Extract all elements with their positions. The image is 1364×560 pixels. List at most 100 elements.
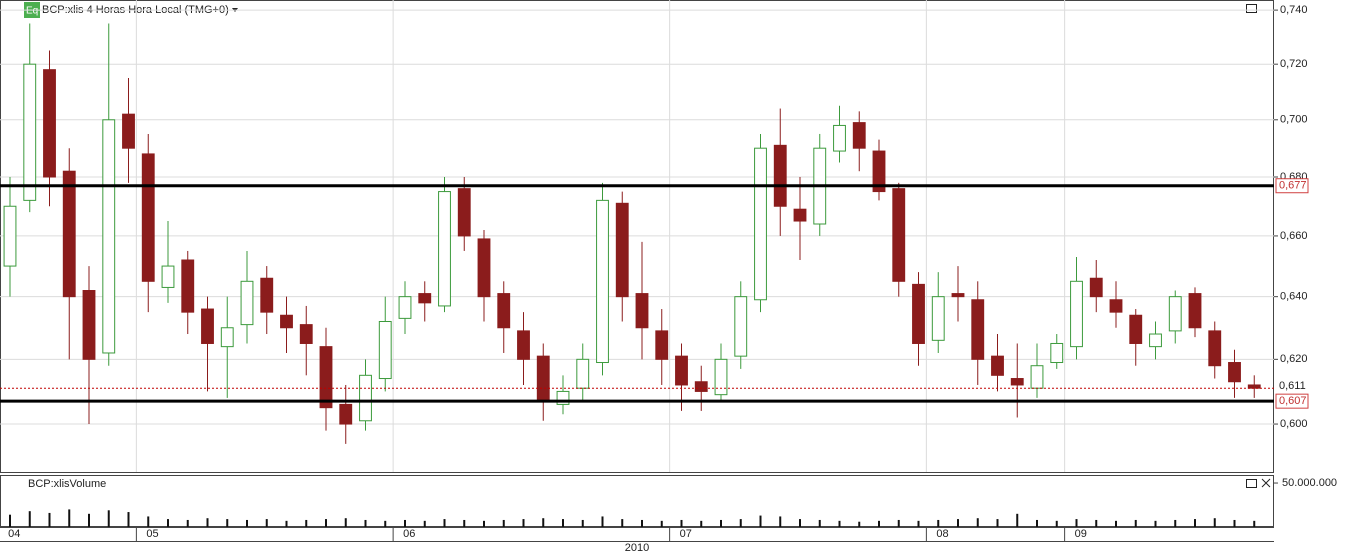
candle-body xyxy=(1010,378,1024,386)
volume-bar xyxy=(897,519,900,527)
volume-bar xyxy=(305,519,308,527)
candle-body xyxy=(892,188,906,282)
volume-title: BCP:xlisVolume xyxy=(28,478,106,490)
candle-body xyxy=(477,238,491,298)
candle-body xyxy=(1208,330,1222,367)
candle-body xyxy=(1188,293,1202,329)
volume-bar xyxy=(542,518,545,527)
x-tick-label: 04 xyxy=(8,528,20,540)
maximize-button[interactable] xyxy=(1246,4,1257,13)
volume-bar xyxy=(246,519,248,527)
candle-body xyxy=(3,205,17,267)
volume-bar xyxy=(285,520,288,527)
y-tick-label: 0,620 xyxy=(1280,353,1308,365)
volume-bar xyxy=(443,519,446,527)
candle-body xyxy=(280,314,293,329)
volume-bar xyxy=(1055,520,1058,527)
candle-body xyxy=(517,330,530,360)
candle-body xyxy=(931,296,945,341)
x-tick-label: 08 xyxy=(936,528,948,540)
candle-body xyxy=(991,355,1004,376)
candle-body xyxy=(734,296,748,357)
volume-bar xyxy=(1016,513,1019,527)
candle-body xyxy=(1149,333,1162,348)
x-tick-label: 06 xyxy=(403,528,415,540)
close-button[interactable] xyxy=(1261,478,1271,488)
volume-bar xyxy=(621,519,624,527)
volume-panel xyxy=(0,475,1274,527)
volume-bar xyxy=(957,519,959,527)
candle-body xyxy=(359,374,372,422)
candle-body xyxy=(438,191,451,307)
candle-body xyxy=(23,63,37,201)
candle-body xyxy=(1168,296,1182,332)
volume-bar xyxy=(167,519,169,527)
volume-bar xyxy=(1174,519,1177,527)
last-price-label: 0,611 xyxy=(1279,380,1306,392)
volume-bar xyxy=(878,520,880,527)
candle-body xyxy=(675,355,688,386)
candle-body xyxy=(694,381,708,392)
volume-bar xyxy=(641,519,643,527)
candle-body xyxy=(536,355,550,402)
maximize-button[interactable] xyxy=(1246,479,1257,488)
candle-body xyxy=(793,208,807,222)
volume-bar xyxy=(976,518,979,527)
volume-bar xyxy=(1036,519,1038,527)
y-tick-label: 0,720 xyxy=(1280,58,1308,70)
candle-body xyxy=(852,122,866,149)
badge-text: Eq xyxy=(26,6,38,17)
volume-bar xyxy=(28,511,31,527)
candle-body xyxy=(1228,362,1241,383)
candle-body xyxy=(971,299,985,360)
volume-bar xyxy=(502,519,505,527)
volume-bar xyxy=(1213,518,1216,527)
level-label-box xyxy=(1275,178,1309,194)
y-tick-label: 50.000.000 xyxy=(1282,477,1337,489)
volume-bar xyxy=(1253,520,1256,527)
volume-bar xyxy=(344,518,347,527)
volume-bar xyxy=(680,519,683,527)
volume-bar xyxy=(483,520,485,527)
candle-body xyxy=(912,283,925,344)
candle-body xyxy=(418,293,432,304)
volume-bar xyxy=(1075,519,1078,527)
volume-bar xyxy=(206,518,209,527)
candle-body xyxy=(714,358,728,396)
candle-body xyxy=(339,403,353,425)
volume-bar xyxy=(265,519,268,527)
level-label: 0,607 xyxy=(1279,395,1307,407)
candle-body xyxy=(655,330,669,360)
candle-body xyxy=(201,308,214,344)
volume-bar xyxy=(1115,520,1117,527)
candle-body xyxy=(754,147,767,301)
volume-bar xyxy=(127,512,130,527)
volume-bar xyxy=(325,519,327,527)
volume-bar xyxy=(48,512,51,527)
y-tick-label: 0,640 xyxy=(1280,291,1308,303)
volume-bar xyxy=(917,520,920,527)
volume-bar xyxy=(147,516,150,527)
volume-bar xyxy=(463,519,466,527)
volume-bar xyxy=(700,520,703,527)
x-tick-label: 09 xyxy=(1075,528,1087,540)
candle-body xyxy=(260,277,274,313)
candle-body xyxy=(1070,280,1083,348)
candle-body xyxy=(299,324,313,344)
candle-body xyxy=(319,346,333,409)
volume-bar xyxy=(937,519,940,527)
year-label: 2010 xyxy=(625,542,649,554)
candle-body xyxy=(43,69,56,178)
volume-bar xyxy=(818,519,821,527)
candle-body xyxy=(556,390,570,405)
candle-body xyxy=(220,327,234,348)
candle-body xyxy=(82,290,96,360)
candle-body xyxy=(102,119,116,354)
volume-bar xyxy=(838,520,841,527)
volume-bar xyxy=(996,519,999,527)
candle-body xyxy=(1129,314,1143,344)
volume-bar xyxy=(601,516,604,527)
volume-bar xyxy=(68,509,71,527)
